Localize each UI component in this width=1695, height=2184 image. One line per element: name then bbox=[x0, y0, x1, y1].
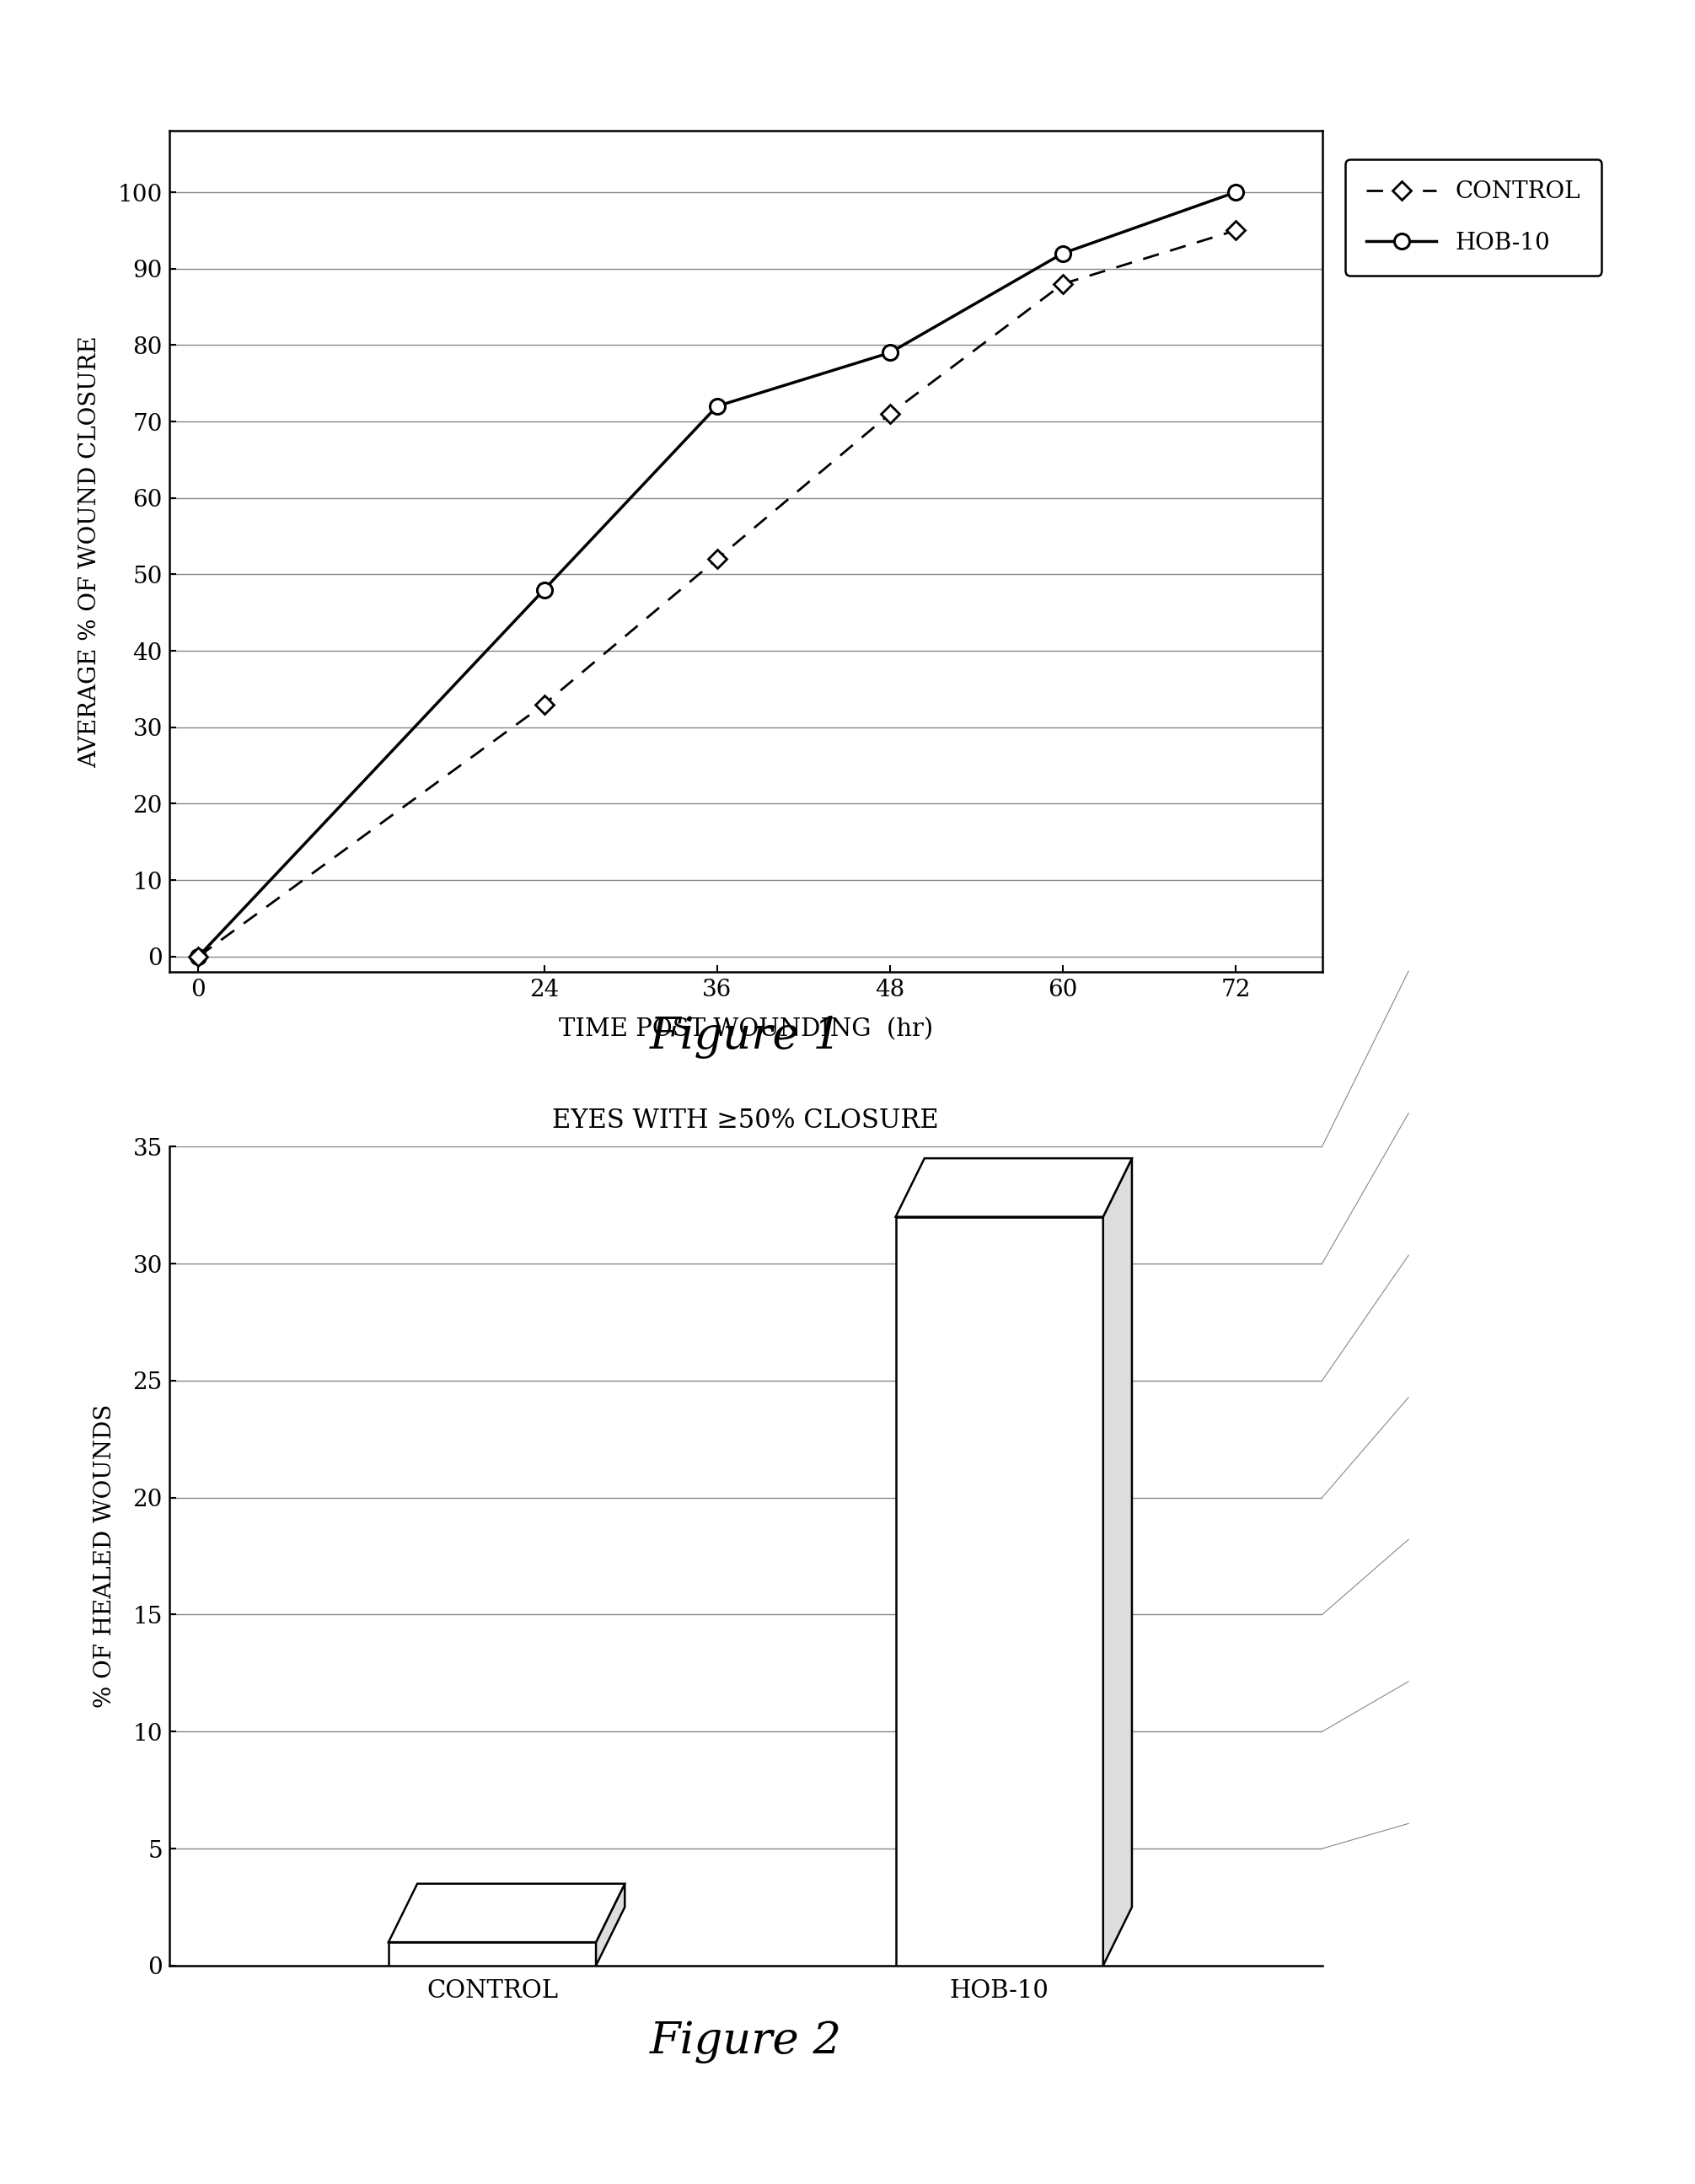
Polygon shape bbox=[388, 1883, 625, 1942]
Text: Figure 1: Figure 1 bbox=[649, 1016, 842, 1059]
Text: Figure 2: Figure 2 bbox=[649, 2020, 842, 2064]
Polygon shape bbox=[895, 1216, 1103, 1966]
Y-axis label: % OF HEALED WOUNDS: % OF HEALED WOUNDS bbox=[93, 1404, 117, 1708]
Polygon shape bbox=[388, 1942, 597, 1966]
Legend: CONTROL, HOB-10: CONTROL, HOB-10 bbox=[1346, 159, 1602, 275]
X-axis label: TIME POST WOUNDING  (hr): TIME POST WOUNDING (hr) bbox=[559, 1018, 932, 1042]
Polygon shape bbox=[895, 1158, 1132, 1216]
Y-axis label: AVERAGE % OF WOUND CLOSURE: AVERAGE % OF WOUND CLOSURE bbox=[78, 336, 102, 767]
Polygon shape bbox=[597, 1883, 625, 1966]
Polygon shape bbox=[1103, 1158, 1132, 1966]
Title: EYES WITH ≥50% CLOSURE: EYES WITH ≥50% CLOSURE bbox=[553, 1107, 939, 1133]
